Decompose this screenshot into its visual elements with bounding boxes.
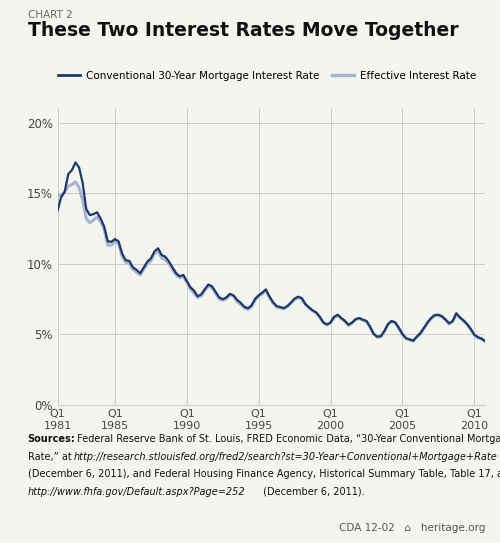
Text: Sources:: Sources: [28,434,75,444]
Text: Rate,” at: Rate,” at [28,452,74,462]
Text: Federal Reserve Bank of St. Louis, FRED Economic Data, “30-Year Conventional Mor: Federal Reserve Bank of St. Louis, FRED … [74,434,500,444]
Text: These Two Interest Rates Move Together: These Two Interest Rates Move Together [28,21,458,40]
Text: (December 6, 2011), and Federal Housing Finance Agency, Historical Summary Table: (December 6, 2011), and Federal Housing … [28,469,500,479]
Text: http://research.stlouisfed.org/fred2/search?st=30-Year+Conventional+Mortgage+Rat: http://research.stlouisfed.org/fred2/sea… [74,452,498,462]
Text: (December 6, 2011).: (December 6, 2011). [260,487,364,496]
Legend: Conventional 30-Year Mortgage Interest Rate, Effective Interest Rate: Conventional 30-Year Mortgage Interest R… [58,71,476,80]
Text: http://www.fhfa.gov/Default.aspx?Page=252: http://www.fhfa.gov/Default.aspx?Page=25… [28,487,245,496]
Text: CDA 12-02   ⌂   heritage.org: CDA 12-02 ⌂ heritage.org [338,523,485,533]
Text: CHART 2: CHART 2 [28,10,72,20]
